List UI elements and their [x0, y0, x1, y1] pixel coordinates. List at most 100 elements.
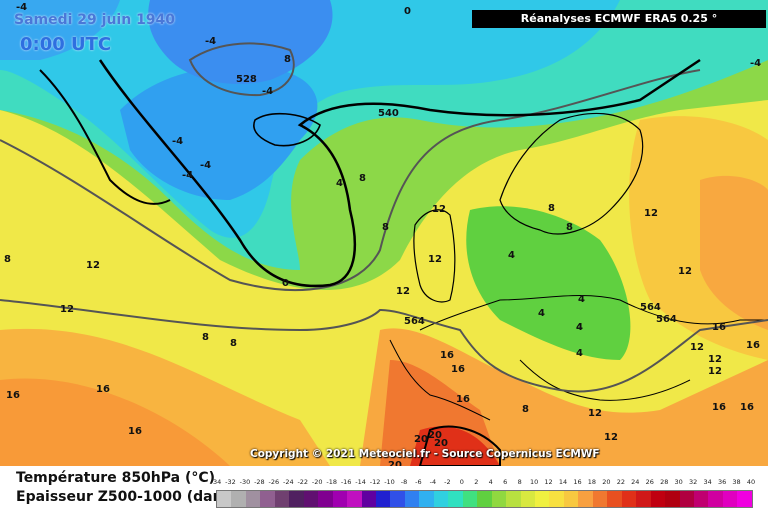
temperature-label: 12 [678, 266, 692, 277]
thickness-label: 564 [404, 316, 425, 327]
temperature-label: 8 [522, 404, 529, 415]
scale-tick-label: -8 [400, 478, 408, 486]
temperature-label: 16 [740, 402, 754, 413]
scale-swatch [708, 491, 723, 507]
scale-tick-label: -12 [369, 478, 381, 486]
scale-tick-label: -28 [254, 478, 265, 486]
temperature-label: 20 [428, 430, 442, 441]
temperature-label: 4 [576, 348, 583, 359]
temperature-label: 8 [4, 254, 11, 265]
temperature-label: 12 [690, 342, 704, 353]
temperature-label: 8 [284, 54, 291, 65]
temperature-label: 12 [604, 432, 618, 443]
temperature-label: 0 [282, 278, 289, 289]
temperature-label: -4 [205, 36, 216, 47]
scale-tick-label: -6 [415, 478, 422, 486]
scale-swatch [506, 491, 521, 507]
isotherm-twenty [418, 425, 501, 466]
temperature-label: -4 [200, 160, 211, 171]
scale-tick-label: 28 [660, 478, 669, 486]
scale-tick-label: -16 [340, 478, 352, 486]
scale-swatch [491, 491, 507, 507]
scale-tick-label: 32 [689, 478, 698, 486]
thickness-legend-label: Epaisseur Z500-1000 (dam) [16, 489, 234, 505]
temperature-label: 8 [230, 338, 237, 349]
temperature-label: 4 [508, 250, 515, 261]
scale-tick-label: 24 [631, 478, 640, 486]
scale-tick-label: 20 [602, 478, 611, 486]
scale-swatch [332, 491, 348, 507]
thickness-contour-528 [188, 42, 295, 97]
temperature-label: -4 [750, 58, 761, 69]
scale-swatch [534, 491, 550, 507]
scale-tick-label: -14 [355, 478, 366, 486]
scale-swatch [737, 491, 752, 507]
scale-swatch [636, 491, 651, 507]
scale-tick-label: -30 [239, 478, 251, 486]
scale-swatch [477, 491, 492, 507]
map-canvas: 528 540 564 564 564 -4 -4 8 -4 -4 -4 -4 … [0, 0, 768, 466]
temperature-label: 12 [60, 304, 74, 315]
temperature-label: 16 [712, 322, 726, 333]
temperature-label: 12 [644, 208, 658, 219]
temperature-label: 4 [576, 322, 583, 333]
temperature-label: 12 [588, 408, 602, 419]
temperature-label: 4 [576, 322, 583, 333]
scale-swatch [347, 491, 362, 507]
scale-swatch [303, 491, 319, 507]
scale-tick-label: 36 [717, 478, 727, 486]
scale-tick-label: -24 [282, 478, 294, 486]
scale-swatch [578, 491, 593, 507]
cold-core-north [148, 0, 333, 84]
scale-swatch [607, 491, 622, 507]
scale-swatch [375, 491, 391, 507]
scale-tick-label: 0 [459, 478, 464, 486]
scale-swatch [621, 491, 637, 507]
temperature-label: 16 [712, 402, 726, 413]
scale-tick-label: -22 [297, 478, 309, 486]
thickness-label: 564 [656, 314, 677, 325]
scale-swatch [650, 491, 666, 507]
scale-swatch [563, 491, 579, 507]
temperature-label: 4 [578, 294, 585, 305]
temperature-label: 16 [440, 350, 454, 361]
europe-coast [419, 295, 768, 331]
temperature-label: 8 [566, 222, 573, 233]
cold-field-northwest [0, 0, 120, 60]
scale-tick-label: 12 [544, 478, 553, 486]
temperature-legend-label: Température 850hPa (°C) [16, 470, 216, 486]
temperature-label: -4 [172, 136, 183, 147]
greenland-coast [39, 69, 171, 205]
scale-tick-label: 14 [558, 478, 568, 486]
scale-tick-label: -4 [429, 478, 437, 486]
scale-swatch [693, 491, 709, 507]
temperature-label: 12 [86, 260, 100, 271]
british-isles-coast [413, 209, 456, 303]
scandinavia-coast [499, 112, 644, 235]
color-scale [216, 490, 753, 508]
temperature-label: 20 [414, 434, 428, 445]
temperature-label: 12 [428, 254, 442, 265]
scale-swatch [679, 491, 694, 507]
scale-tick-label: -32 [225, 478, 236, 486]
scale-swatch [433, 491, 449, 507]
warm-field-east-core [700, 175, 768, 330]
scale-swatch [361, 491, 376, 507]
temperature-label: 8 [382, 222, 389, 233]
scale-swatch [419, 491, 434, 507]
temperature-label: 20 [434, 438, 448, 449]
temperature-label: 12 [708, 354, 722, 365]
temperature-label: 8 [359, 173, 366, 184]
temperature-label: -4 [16, 2, 27, 13]
mediterranean-coast [519, 359, 691, 401]
scale-tick-label: -26 [268, 478, 280, 486]
temperature-label: 8 [548, 203, 555, 214]
temperature-label: 12 [432, 204, 446, 215]
scale-tick-label: 8 [517, 478, 522, 486]
temperature-label: -4 [262, 86, 273, 97]
scale-swatch [462, 491, 478, 507]
scale-tick-label: -34 [210, 478, 222, 486]
map-time: 0:00 UTC [20, 34, 112, 55]
scale-tick-label: 6 [503, 478, 508, 486]
thickness-label: 528 [236, 74, 257, 85]
